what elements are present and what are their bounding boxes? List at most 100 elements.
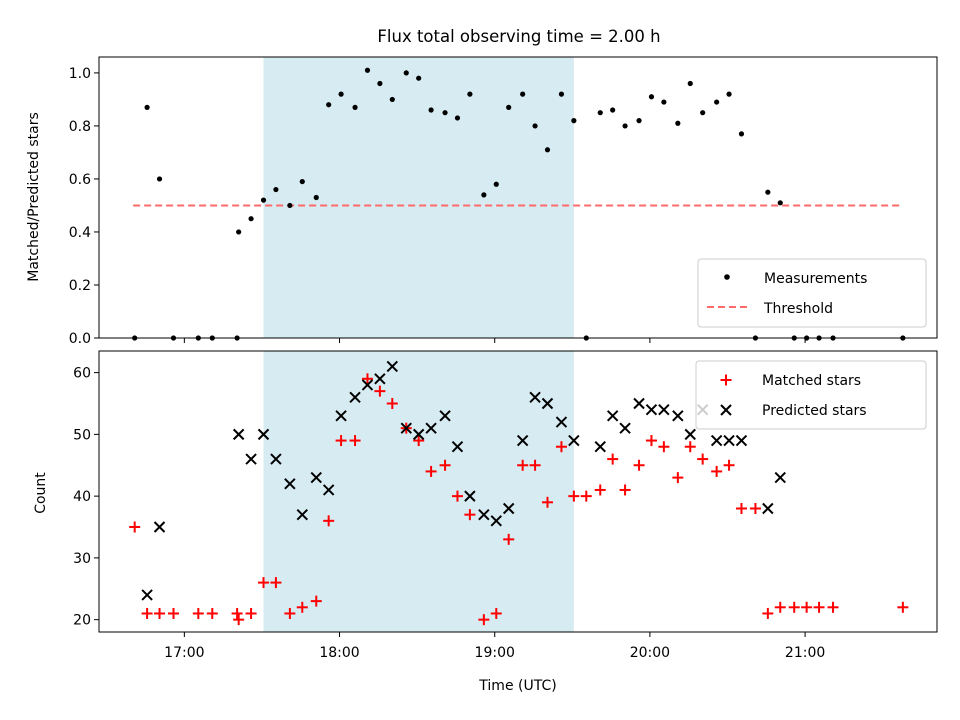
x-tick-label: 17:00 xyxy=(164,645,204,661)
matched-star-point xyxy=(490,607,502,619)
matched-star-point xyxy=(257,577,269,589)
matched-star-point xyxy=(541,496,553,508)
legend-predicted-marker xyxy=(720,404,732,416)
cross-b xyxy=(762,502,774,515)
predicted-star-point xyxy=(349,391,361,404)
predicted-star-point xyxy=(645,403,658,416)
measurement-point xyxy=(273,186,279,193)
predicted-star-point xyxy=(257,428,270,441)
y-tick-label: 0.0 xyxy=(69,331,91,347)
predicted-star-point xyxy=(658,403,670,416)
measurement-point xyxy=(326,102,332,108)
matched-star-point xyxy=(206,607,218,619)
cross-b xyxy=(400,422,412,434)
matched-star-point xyxy=(697,453,709,465)
cross-b xyxy=(723,434,735,447)
legend-cross xyxy=(720,404,732,416)
measurement-point xyxy=(700,110,706,116)
cross-b xyxy=(245,453,257,465)
x-axis-label: Time (UTC) xyxy=(478,678,556,694)
matched-star-point xyxy=(723,459,735,471)
predicted-star-point xyxy=(153,521,166,533)
matched-star-point xyxy=(425,465,437,477)
measurement-point xyxy=(442,110,448,116)
matched-star-point xyxy=(129,521,141,533)
measurement-point xyxy=(675,120,681,126)
cross-b xyxy=(270,453,282,465)
cross-b xyxy=(672,410,684,422)
predicted-star-point xyxy=(284,478,296,490)
cross-b xyxy=(412,428,425,441)
predicted-star-point xyxy=(386,360,399,373)
predicted-star-point xyxy=(684,428,696,441)
bottom-plot-frame xyxy=(98,350,938,633)
measurement-point xyxy=(532,123,538,129)
matched-star-point xyxy=(672,472,684,484)
top-x-ticks xyxy=(183,338,806,343)
matched-star-point xyxy=(788,601,800,613)
matched-star-point xyxy=(439,459,451,471)
predicted-star-point xyxy=(412,428,425,441)
cross-b xyxy=(296,508,308,521)
cross-b xyxy=(645,403,658,416)
matched-star-point xyxy=(684,441,696,453)
measurement-point xyxy=(544,147,551,153)
measurement-point xyxy=(506,104,512,110)
matched-star-point xyxy=(335,435,347,447)
matched-star-point xyxy=(749,502,761,514)
measurement-point xyxy=(403,70,409,76)
measurement-point xyxy=(389,96,395,103)
x-tick-label: 19:00 xyxy=(475,645,515,661)
matched-star-point xyxy=(503,533,515,545)
measurement-point xyxy=(454,115,461,121)
predicted-star-point xyxy=(439,410,451,422)
y-tick-label: 60 xyxy=(73,366,91,382)
matched-star-point xyxy=(284,607,296,619)
matched-star-point xyxy=(323,515,335,527)
matched-star-point xyxy=(141,607,153,619)
top-legend: Measurements Threshold xyxy=(697,258,927,328)
matched-star-point xyxy=(658,441,670,453)
matched-star-point xyxy=(711,465,723,477)
matched-star-point xyxy=(594,484,606,496)
measurement-point xyxy=(236,229,242,235)
measurement-point xyxy=(299,178,305,185)
cross-b xyxy=(478,508,490,521)
cross-b xyxy=(735,434,748,447)
matched-star-point xyxy=(245,607,257,619)
cross-b xyxy=(606,410,619,422)
predicted-star-point xyxy=(541,397,554,410)
cross-b xyxy=(619,422,631,434)
matched-star-point xyxy=(568,490,580,502)
y-tick-label: 20 xyxy=(73,613,91,629)
measurement-point xyxy=(313,194,319,201)
cross-b xyxy=(464,490,476,502)
measurement-point xyxy=(597,110,603,116)
bottom-shaded-span xyxy=(263,351,574,632)
measurement-point xyxy=(377,80,383,87)
measurement-point xyxy=(260,197,267,203)
predicted-star-point xyxy=(270,453,282,465)
y-tick-label: 0.6 xyxy=(69,172,91,188)
cross-b xyxy=(594,441,606,453)
cross-b xyxy=(541,397,554,410)
x-tick-label: 20:00 xyxy=(630,645,670,661)
top-panel: Flux total observing time = 2.00 h Match… xyxy=(26,27,938,347)
y-tick-label: 0.2 xyxy=(69,278,91,294)
matched-star-point xyxy=(154,607,166,619)
predicted-star-point xyxy=(762,502,774,515)
measurement-point xyxy=(467,91,473,97)
measurement-point xyxy=(661,99,667,105)
matched-star-point xyxy=(619,484,631,496)
predicted-star-point xyxy=(594,441,606,453)
measurement-point xyxy=(687,80,693,87)
matched-star-point xyxy=(374,385,386,397)
top-plot-frame xyxy=(98,56,938,339)
predicted-star-point xyxy=(141,589,153,601)
matched-star-point xyxy=(580,490,592,502)
matched-star-point xyxy=(192,607,204,619)
measurement-point xyxy=(481,192,487,198)
matched-star-point xyxy=(517,459,529,471)
bottom-legend: Matched stars Predicted stars xyxy=(695,360,927,430)
predicted-star-point xyxy=(555,416,568,428)
